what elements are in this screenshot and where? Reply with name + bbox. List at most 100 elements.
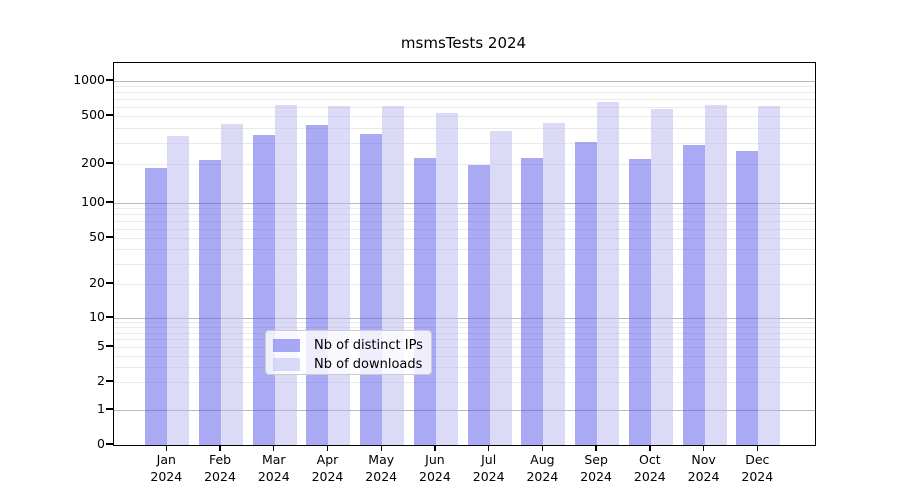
bar-distinct-ips — [682, 145, 705, 445]
gridline-minor — [114, 92, 815, 94]
y-tick-mark — [106, 316, 113, 318]
bar-distinct-ips — [575, 142, 598, 445]
gridline-minor — [114, 127, 815, 129]
x-tick-label: Dec 2024 — [741, 452, 774, 484]
bar-distinct-ips — [736, 151, 759, 445]
gridline-major — [114, 81, 815, 82]
legend: Nb of distinct IPs Nb of downloads — [265, 330, 432, 375]
y-tick-mark — [106, 345, 113, 347]
x-tick-mark — [219, 445, 221, 451]
y-tick-mark — [106, 380, 113, 382]
y-tick-mark — [106, 236, 113, 238]
y-tick-label: 0 — [97, 436, 105, 451]
x-tick-mark — [434, 445, 436, 451]
y-tick-mark — [106, 443, 113, 445]
gridline-minor — [114, 347, 815, 348]
gridline-minor — [114, 263, 815, 265]
legend-row: Nb of distinct IPs — [273, 337, 423, 354]
x-tick-label: Nov 2024 — [687, 452, 720, 484]
bar-distinct-ips — [199, 160, 222, 445]
bar-distinct-ips — [467, 164, 490, 445]
gridline-minor — [114, 366, 815, 368]
x-tick-mark — [595, 445, 597, 451]
gridline-minor — [114, 164, 815, 165]
bar-distinct-ips — [521, 158, 544, 445]
x-tick-mark — [541, 445, 544, 451]
bar-downloads — [597, 101, 620, 445]
x-tick-label: Apr 2024 — [311, 452, 344, 484]
y-tick-label: 50 — [89, 229, 105, 244]
gridline-minor — [114, 322, 815, 324]
x-tick-label: Feb 2024 — [204, 452, 236, 484]
legend-row: Nb of downloads — [273, 356, 423, 373]
legend-swatch-downloads — [273, 358, 300, 371]
y-tick-label: 10 — [89, 309, 105, 324]
legend-swatch-distinct-ips — [273, 339, 300, 352]
gridline-minor — [114, 208, 815, 210]
y-tick-mark — [106, 162, 113, 164]
chart-title: msmsTests 2024 — [400, 34, 527, 52]
x-tick-label: Sep 2024 — [580, 452, 613, 484]
y-tick-mark — [106, 79, 113, 81]
x-tick-label: Jun 2024 — [419, 452, 451, 484]
x-tick-mark — [165, 445, 167, 451]
x-tick-label: Jan 2024 — [150, 452, 183, 484]
x-tick-label: May 2024 — [365, 452, 398, 484]
gridline-minor — [114, 86, 815, 88]
x-tick-label: Jul 2024 — [472, 452, 505, 484]
gridline-minor — [114, 327, 815, 329]
gridline-major — [114, 410, 815, 411]
bar-downloads — [167, 135, 190, 445]
x-tick-mark — [649, 445, 651, 451]
gridline-minor — [114, 382, 815, 383]
gridline-minor — [114, 355, 815, 357]
bar-downloads — [274, 105, 297, 445]
gridline-minor — [114, 284, 815, 285]
bar-downloads — [328, 106, 351, 445]
x-tick-label: Aug 2024 — [526, 452, 559, 484]
gridline-minor — [114, 221, 815, 222]
gridline-minor — [114, 332, 815, 334]
x-tick-mark — [380, 445, 382, 451]
bar-downloads — [543, 122, 566, 445]
bar-distinct-ips — [145, 168, 168, 445]
x-tick-mark — [326, 445, 329, 451]
gridline-minor — [114, 238, 815, 239]
y-tick-label: 500 — [81, 107, 105, 122]
y-tick-label: 1000 — [73, 72, 105, 87]
bar-distinct-ips — [413, 158, 436, 445]
y-tick-mark — [106, 114, 113, 116]
bar-downloads — [221, 123, 244, 445]
gridline-major — [114, 318, 815, 319]
bar-downloads — [382, 106, 405, 445]
y-tick-label: 1 — [97, 401, 105, 416]
y-tick-label: 200 — [81, 155, 105, 170]
y-tick-mark — [106, 201, 113, 203]
x-tick-label: Oct 2024 — [633, 452, 666, 484]
x-tick-label: Mar 2024 — [257, 452, 290, 484]
gridline-minor — [114, 339, 815, 341]
gridline-minor — [114, 142, 815, 144]
bar-distinct-ips — [306, 124, 329, 445]
gridline-minor — [114, 106, 815, 108]
y-tick-label: 100 — [81, 194, 105, 209]
bar-distinct-ips — [360, 133, 383, 445]
gridline-minor — [114, 116, 815, 117]
y-tick-label: 2 — [97, 373, 105, 388]
bar-distinct-ips — [628, 159, 651, 445]
x-tick-mark — [756, 445, 758, 451]
bar-downloads — [758, 106, 781, 445]
y-tick-label: 20 — [89, 275, 105, 290]
bar-downloads — [489, 130, 512, 445]
bar-distinct-ips — [252, 134, 275, 445]
bar-downloads — [435, 113, 458, 445]
gridline-minor — [114, 99, 815, 100]
bar-downloads — [704, 105, 727, 445]
y-tick-mark — [106, 408, 113, 410]
y-tick-mark — [106, 282, 113, 284]
legend-label: Nb of distinct IPs — [314, 338, 423, 353]
gridline-minor — [114, 228, 815, 230]
y-tick-label: 5 — [97, 338, 105, 353]
x-tick-mark — [273, 445, 275, 451]
